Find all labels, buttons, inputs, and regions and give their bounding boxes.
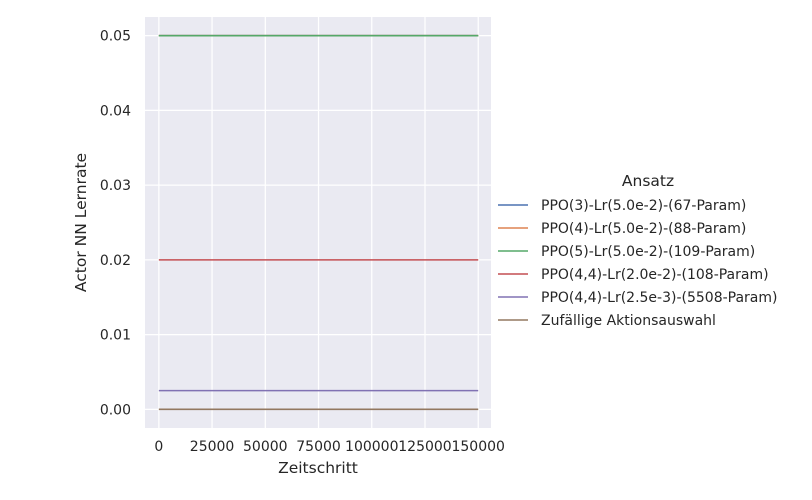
y-tick-label: 0.05: [100, 29, 131, 45]
y-tick-label: 0.03: [100, 178, 131, 194]
x-tick-label: 150000: [451, 439, 504, 455]
x-tick-labels: 0 25000 50000 75000 100000 125000 150000: [154, 439, 505, 455]
legend-label: PPO(3)-Lr(5.0e-2)-(67-Param): [541, 198, 746, 214]
y-tick-label: 0.02: [100, 253, 131, 269]
x-tick-label: 125000: [398, 439, 451, 455]
series-lines: [158, 34, 479, 411]
y-tick-label: 0.04: [100, 103, 131, 119]
x-axis-label: Zeitschritt: [278, 459, 358, 477]
legend-label: PPO(4,4)-Lr(2.0e-2)-(108-Param): [541, 267, 769, 283]
legend-label: PPO(5)-Lr(5.0e-2)-(109-Param): [541, 244, 755, 260]
x-tick-label: 50000: [243, 439, 288, 455]
legend-label: PPO(4)-Lr(5.0e-2)-(88-Param): [541, 221, 746, 237]
y-tick-label: 0.00: [100, 402, 131, 418]
legend-label: PPO(4,4)-Lr(2.5e-3)-(5508-Param): [541, 290, 777, 306]
y-tick-label: 0.01: [100, 328, 131, 344]
x-tick-label: 25000: [190, 439, 235, 455]
legend-label: Zufällige Aktionsauswahl: [541, 313, 716, 329]
x-tick-label: 0: [154, 439, 163, 455]
x-tick-label: 75000: [296, 439, 341, 455]
y-axis-label: Actor NN Lernrate: [72, 153, 90, 292]
legend: Ansatz PPO(3)-Lr(5.0e-2)-(67-Param) PPO(4…: [498, 172, 777, 329]
y-tick-labels: 0.00 0.01 0.02 0.03 0.04 0.05: [100, 29, 131, 419]
legend-title: Ansatz: [622, 172, 674, 190]
x-tick-label: 100000: [345, 439, 398, 455]
